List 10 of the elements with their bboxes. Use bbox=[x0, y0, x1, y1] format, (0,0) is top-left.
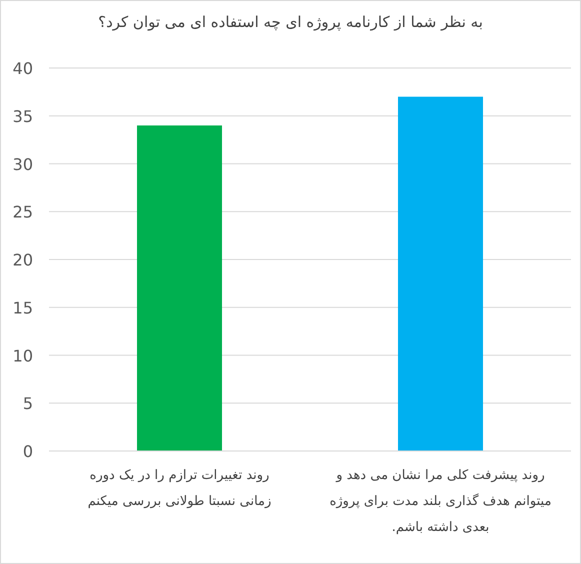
title: به نظر شما از کارنامه پروژه ای چه استفاده ای می توان کرد؟ bbox=[97, 13, 484, 31]
y-tick-label: 35 bbox=[12, 106, 33, 126]
y-tick-label: 25 bbox=[12, 202, 33, 222]
y-tick-label: 40 bbox=[12, 59, 33, 78]
y-tick-label: 5 bbox=[22, 394, 33, 414]
y-tick-label: 0 bbox=[22, 442, 33, 461]
y-tick-label: 15 bbox=[12, 298, 33, 318]
y-tick-label: 20 bbox=[12, 250, 33, 270]
y-tick-label: 10 bbox=[12, 346, 33, 366]
y-tick-label: 30 bbox=[12, 154, 33, 174]
